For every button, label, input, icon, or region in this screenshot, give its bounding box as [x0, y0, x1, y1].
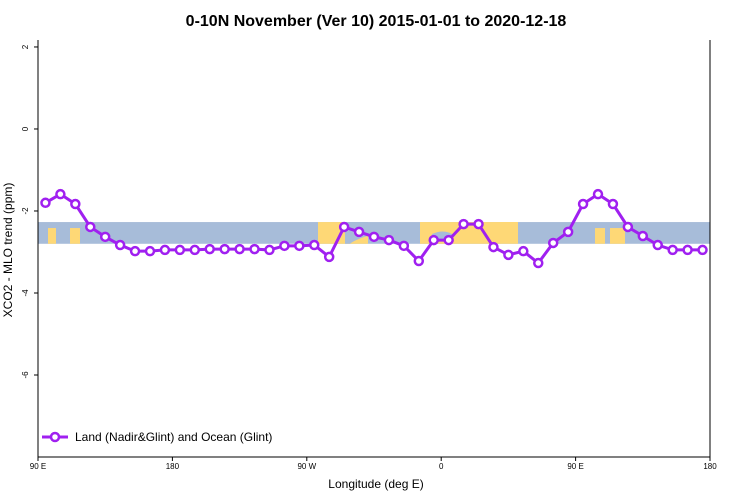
x-tick-label: 90 W — [297, 462, 316, 471]
land-patch — [70, 228, 80, 244]
data-point — [40, 197, 51, 209]
data-point — [353, 226, 365, 238]
data-point — [114, 239, 126, 251]
data-point — [383, 234, 395, 246]
land-patch — [610, 228, 625, 244]
y-tick-label: -2 — [21, 207, 30, 215]
data-point — [577, 198, 589, 210]
data-point — [294, 240, 305, 252]
data-point — [637, 230, 649, 242]
data-point — [398, 240, 410, 252]
x-tick-label: 90 E — [30, 462, 46, 471]
data-point — [85, 221, 96, 233]
data-point — [503, 249, 514, 261]
land-patch — [48, 228, 56, 244]
data-point — [309, 239, 320, 251]
x-tick-label: 0 — [439, 462, 444, 471]
axes: 90 E 180 90 W 0 90 E 180 2 0 -2 -4 -6 — [21, 40, 717, 471]
data-point — [204, 243, 215, 255]
data-point — [189, 244, 201, 256]
data-point — [592, 188, 604, 200]
data-point — [518, 245, 529, 257]
data-point — [159, 244, 171, 256]
data-point — [488, 241, 499, 253]
y-axis-label: XCO2 - MLO trend (ppm) — [1, 183, 15, 318]
data-point — [99, 231, 111, 243]
data-point — [607, 198, 619, 210]
land-patch — [500, 222, 518, 244]
data-point — [174, 244, 186, 256]
y-tick-label: 2 — [21, 44, 30, 49]
data-point — [264, 244, 275, 256]
data-point — [622, 221, 634, 233]
data-point — [338, 221, 350, 233]
x-tick-label: 90 E — [567, 462, 583, 471]
data-point — [473, 218, 484, 230]
data-point — [144, 245, 156, 257]
data-point — [55, 188, 66, 200]
x-tick-label: 180 — [166, 462, 180, 471]
data-point — [323, 251, 335, 263]
data-point — [428, 234, 439, 246]
series-layer — [40, 188, 708, 269]
data-point — [279, 240, 290, 252]
data-point — [413, 255, 425, 267]
data-point — [234, 243, 245, 255]
data-point — [443, 234, 454, 246]
legend-marker — [49, 431, 61, 443]
land-patch — [595, 228, 605, 244]
data-point — [547, 237, 559, 249]
data-point — [652, 239, 663, 251]
y-tick-label: -4 — [21, 289, 30, 297]
data-point — [70, 198, 81, 210]
x-axis-label: Longitude (deg E) — [328, 477, 423, 491]
data-point — [697, 244, 708, 256]
data-point — [129, 245, 141, 257]
data-point — [533, 257, 544, 269]
y-tick-label: 0 — [21, 126, 30, 131]
legend-label: Land (Nadir&Glint) and Ocean (Glint) — [75, 430, 272, 444]
data-point — [249, 243, 260, 255]
legend: Land (Nadir&Glint) and Ocean (Glint) — [42, 430, 272, 444]
data-point — [562, 226, 574, 238]
chart-title: 0-10N November (Ver 10) 2015-01-01 to 20… — [186, 13, 567, 30]
data-point — [682, 244, 693, 256]
x-tick-label: 180 — [703, 462, 717, 471]
y-tick-label: -6 — [21, 371, 30, 379]
data-point — [368, 231, 380, 243]
data-point — [667, 244, 678, 256]
data-point — [219, 243, 230, 255]
data-point — [458, 218, 469, 230]
